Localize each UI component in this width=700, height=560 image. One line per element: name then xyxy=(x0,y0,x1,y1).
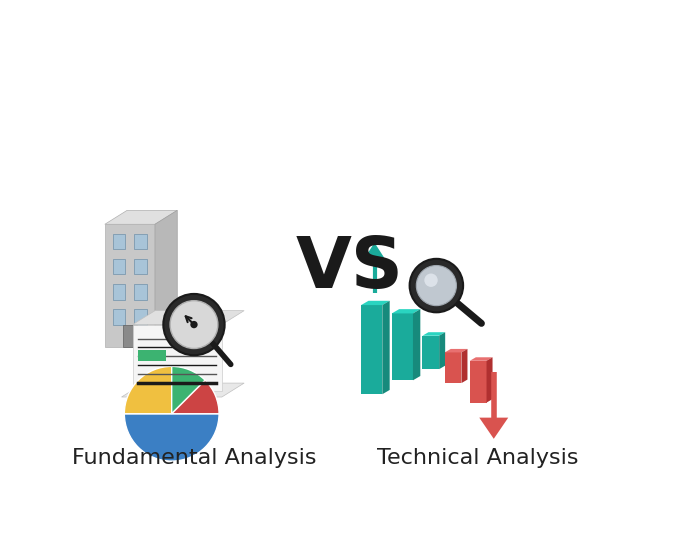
Polygon shape xyxy=(480,418,508,439)
Polygon shape xyxy=(382,301,390,394)
Wedge shape xyxy=(125,414,219,461)
Polygon shape xyxy=(113,284,125,300)
Wedge shape xyxy=(172,366,205,414)
Circle shape xyxy=(190,321,197,328)
Circle shape xyxy=(163,294,225,355)
Polygon shape xyxy=(422,336,439,369)
Polygon shape xyxy=(392,314,413,380)
Polygon shape xyxy=(134,284,146,300)
Polygon shape xyxy=(139,349,166,361)
Polygon shape xyxy=(155,211,177,347)
Polygon shape xyxy=(392,309,420,314)
Polygon shape xyxy=(133,325,222,391)
Polygon shape xyxy=(113,309,125,325)
Polygon shape xyxy=(361,305,382,394)
Circle shape xyxy=(410,259,463,312)
Polygon shape xyxy=(422,332,445,336)
Polygon shape xyxy=(122,383,244,397)
Polygon shape xyxy=(486,357,493,403)
Polygon shape xyxy=(470,357,493,361)
Polygon shape xyxy=(105,224,155,347)
Polygon shape xyxy=(365,242,384,258)
Polygon shape xyxy=(461,349,468,383)
Text: Technical Analysis: Technical Analysis xyxy=(377,449,579,468)
Polygon shape xyxy=(134,234,146,249)
Polygon shape xyxy=(470,361,486,403)
Polygon shape xyxy=(113,259,125,274)
Polygon shape xyxy=(361,301,390,305)
Wedge shape xyxy=(125,366,172,414)
Polygon shape xyxy=(444,352,461,383)
Polygon shape xyxy=(133,311,244,325)
Polygon shape xyxy=(134,259,146,274)
Polygon shape xyxy=(122,325,137,347)
Text: VS: VS xyxy=(296,234,404,304)
Circle shape xyxy=(424,273,438,287)
Polygon shape xyxy=(413,309,420,380)
Wedge shape xyxy=(172,380,219,414)
Circle shape xyxy=(170,301,218,348)
Polygon shape xyxy=(444,349,468,352)
Circle shape xyxy=(416,265,456,306)
Polygon shape xyxy=(134,309,146,325)
Polygon shape xyxy=(105,211,177,224)
Text: Fundamental Analysis: Fundamental Analysis xyxy=(71,449,316,468)
Polygon shape xyxy=(439,332,445,369)
Polygon shape xyxy=(113,234,125,249)
